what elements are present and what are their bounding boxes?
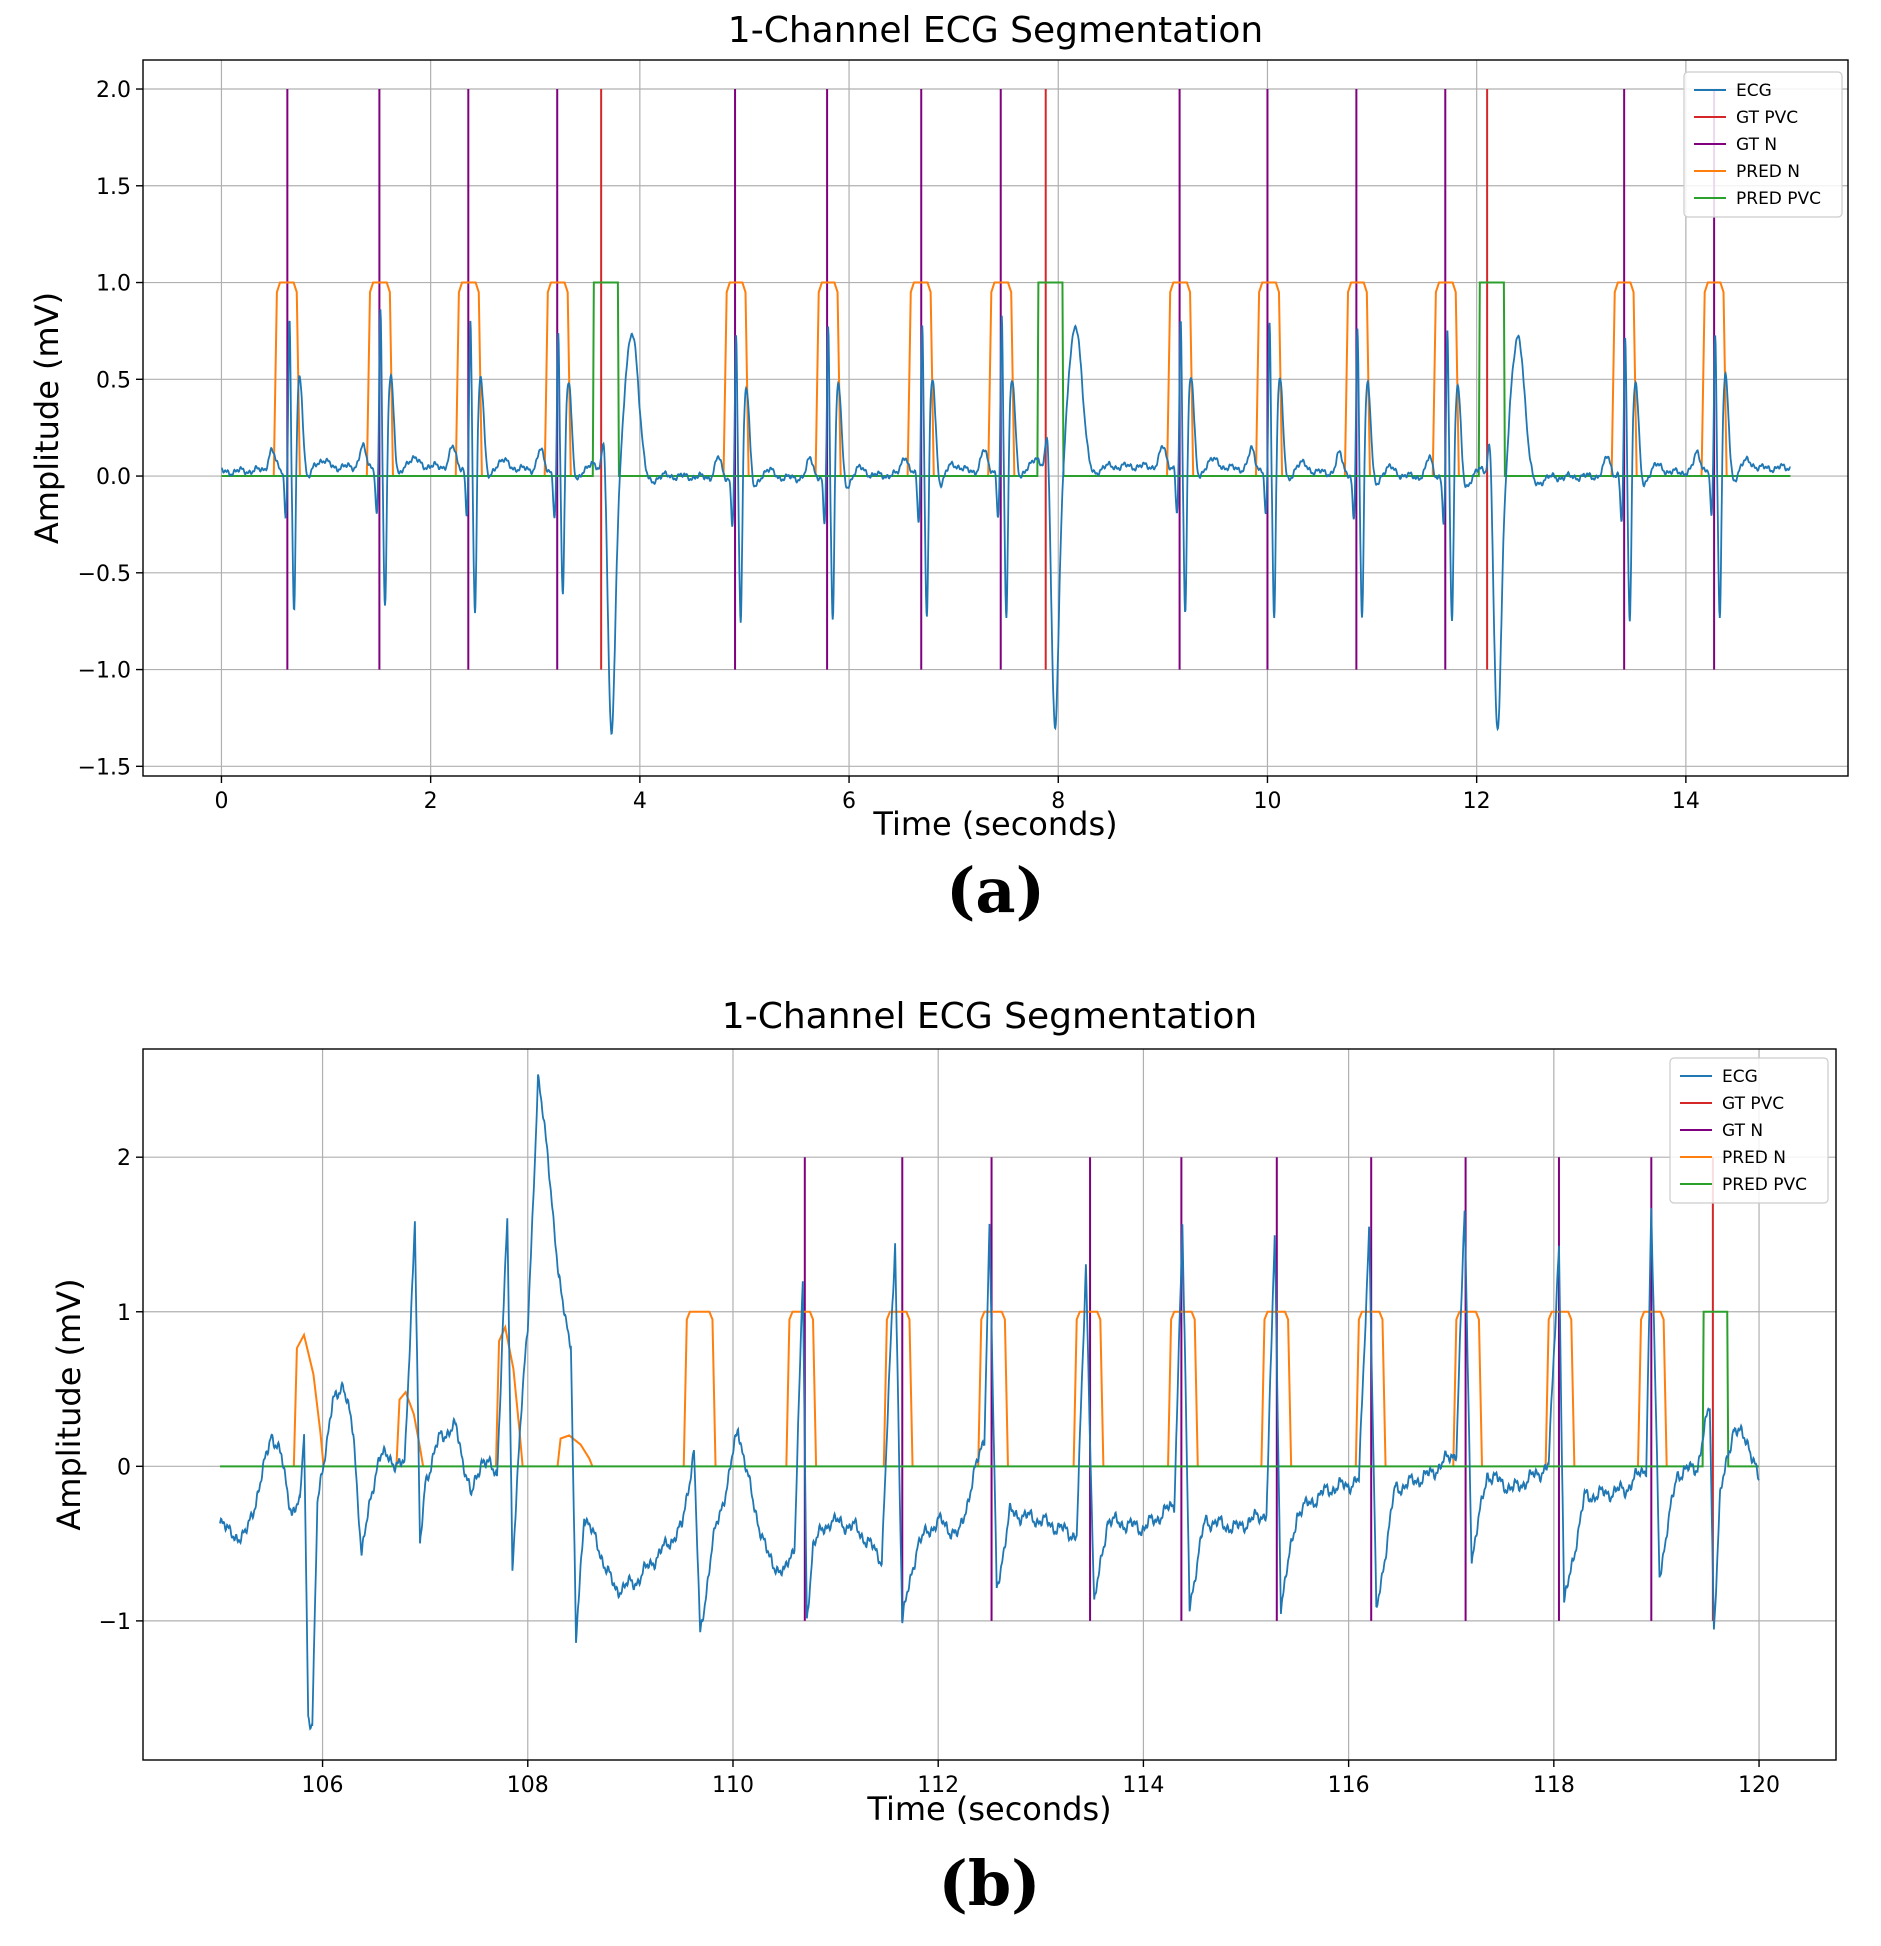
legend-label: GT N <box>1736 135 1777 155</box>
ticks: 0 2 4 6 8 10 12 14 2.0 1.5 1.0 0.5 0.0 −0.5 −1.0 −1.5 <box>78 78 1700 814</box>
legend-item: GT PVC <box>1680 1094 1784 1114</box>
x-tick-label: 118 <box>1533 1773 1575 1798</box>
legend-label: ECG <box>1736 81 1772 101</box>
legend-label: GT N <box>1722 1121 1763 1141</box>
ecg-series <box>221 309 1791 735</box>
x-tick-label: 0 <box>214 789 228 814</box>
plot-area <box>219 1074 1760 1731</box>
panel-label: (b) <box>938 1847 1040 1920</box>
x-tick-label: 14 <box>1672 789 1700 814</box>
y-tick-label: 1 <box>117 1301 131 1326</box>
x-tick-label: 6 <box>842 789 856 814</box>
x-tick-label: 4 <box>633 789 647 814</box>
x-tick-label: 114 <box>1122 1773 1164 1798</box>
plot-frame <box>142 1048 1837 1761</box>
chart-title: 1-Channel ECG Segmentation <box>728 10 1263 51</box>
y-tick-label: 0 <box>117 1455 131 1480</box>
y-tick-label: 2.0 <box>96 78 131 103</box>
legend-item: GT N <box>1694 135 1777 155</box>
x-tick-label: 112 <box>917 1773 959 1798</box>
chart-panel-a: 0 2 4 6 8 10 12 14 2.0 1.5 1.0 0.5 0.0 −0.5 −1.0 −1.5 1-… <box>28 10 1849 927</box>
legend: ECG GT PVC GT N PRED N PRED PVC <box>1669 1057 1829 1204</box>
pred-n-series <box>272 281 1728 477</box>
plot-area <box>221 89 1791 735</box>
legend-item: GT PVC <box>1694 108 1798 128</box>
x-tick-label: 116 <box>1328 1773 1370 1798</box>
panel-label: (a) <box>946 854 1045 927</box>
y-axis-label: Amplitude (mV) <box>28 292 66 544</box>
legend-label: PRED PVC <box>1722 1175 1807 1195</box>
ticks: 106 108 110 112 114 116 118 120 2 1 0 −1 <box>99 1146 1780 1798</box>
legend-item: ECG <box>1680 1067 1758 1087</box>
legend-box <box>1683 71 1843 218</box>
y-tick-label: −1.0 <box>78 659 131 684</box>
legend-label: GT PVC <box>1722 1094 1784 1114</box>
legend-box <box>1669 1057 1829 1204</box>
legend-item: PRED PVC <box>1694 189 1821 209</box>
grid <box>143 1049 1836 1760</box>
legend-item: PRED N <box>1680 1148 1786 1168</box>
x-tick-label: 106 <box>302 1773 344 1798</box>
y-tick-label: 2 <box>117 1146 131 1171</box>
y-tick-label: 1.0 <box>96 272 131 297</box>
legend: ECG GT PVC GT N PRED N PRED PVC <box>1683 71 1843 218</box>
y-tick-label: 0.5 <box>96 368 131 393</box>
legend-item: PRED PVC <box>1680 1175 1807 1195</box>
legend-label: PRED N <box>1722 1148 1786 1168</box>
legend-item: ECG <box>1694 81 1772 101</box>
y-tick-label: 0.0 <box>96 465 131 490</box>
x-tick-label: 120 <box>1738 1773 1780 1798</box>
x-tick-label: 10 <box>1253 789 1281 814</box>
legend-label: PRED PVC <box>1736 189 1821 209</box>
legend-item: PRED N <box>1694 162 1800 182</box>
x-axis-label: Time (seconds) <box>866 1790 1111 1828</box>
plot-frame <box>142 59 1849 777</box>
x-tick-label: 110 <box>712 1773 754 1798</box>
x-tick-label: 12 <box>1463 789 1491 814</box>
grid <box>143 60 1848 776</box>
x-tick-label: 2 <box>424 789 438 814</box>
legend-label: ECG <box>1722 1067 1758 1087</box>
chart-title: 1-Channel ECG Segmentation <box>722 996 1257 1037</box>
ecg-series <box>219 1074 1760 1731</box>
chart-panel-b: 106 108 110 112 114 116 118 120 2 1 0 −1 1-Channel E… <box>50 996 1837 1920</box>
y-tick-label: −1.5 <box>78 755 131 780</box>
legend-label: PRED N <box>1736 162 1800 182</box>
pred-pvc-series <box>221 281 1791 478</box>
x-tick-label: 108 <box>507 1773 549 1798</box>
legend-item: GT N <box>1680 1121 1763 1141</box>
y-tick-label: 1.5 <box>96 175 131 200</box>
y-tick-label: −1 <box>99 1610 131 1635</box>
x-axis-label: Time (seconds) <box>872 805 1117 843</box>
pred-pvc-series <box>219 1310 1760 1468</box>
legend-label: GT PVC <box>1736 108 1798 128</box>
y-axis-label: Amplitude (mV) <box>50 1278 88 1530</box>
y-tick-label: −0.5 <box>78 562 131 587</box>
x-tick-label: 8 <box>1051 789 1065 814</box>
